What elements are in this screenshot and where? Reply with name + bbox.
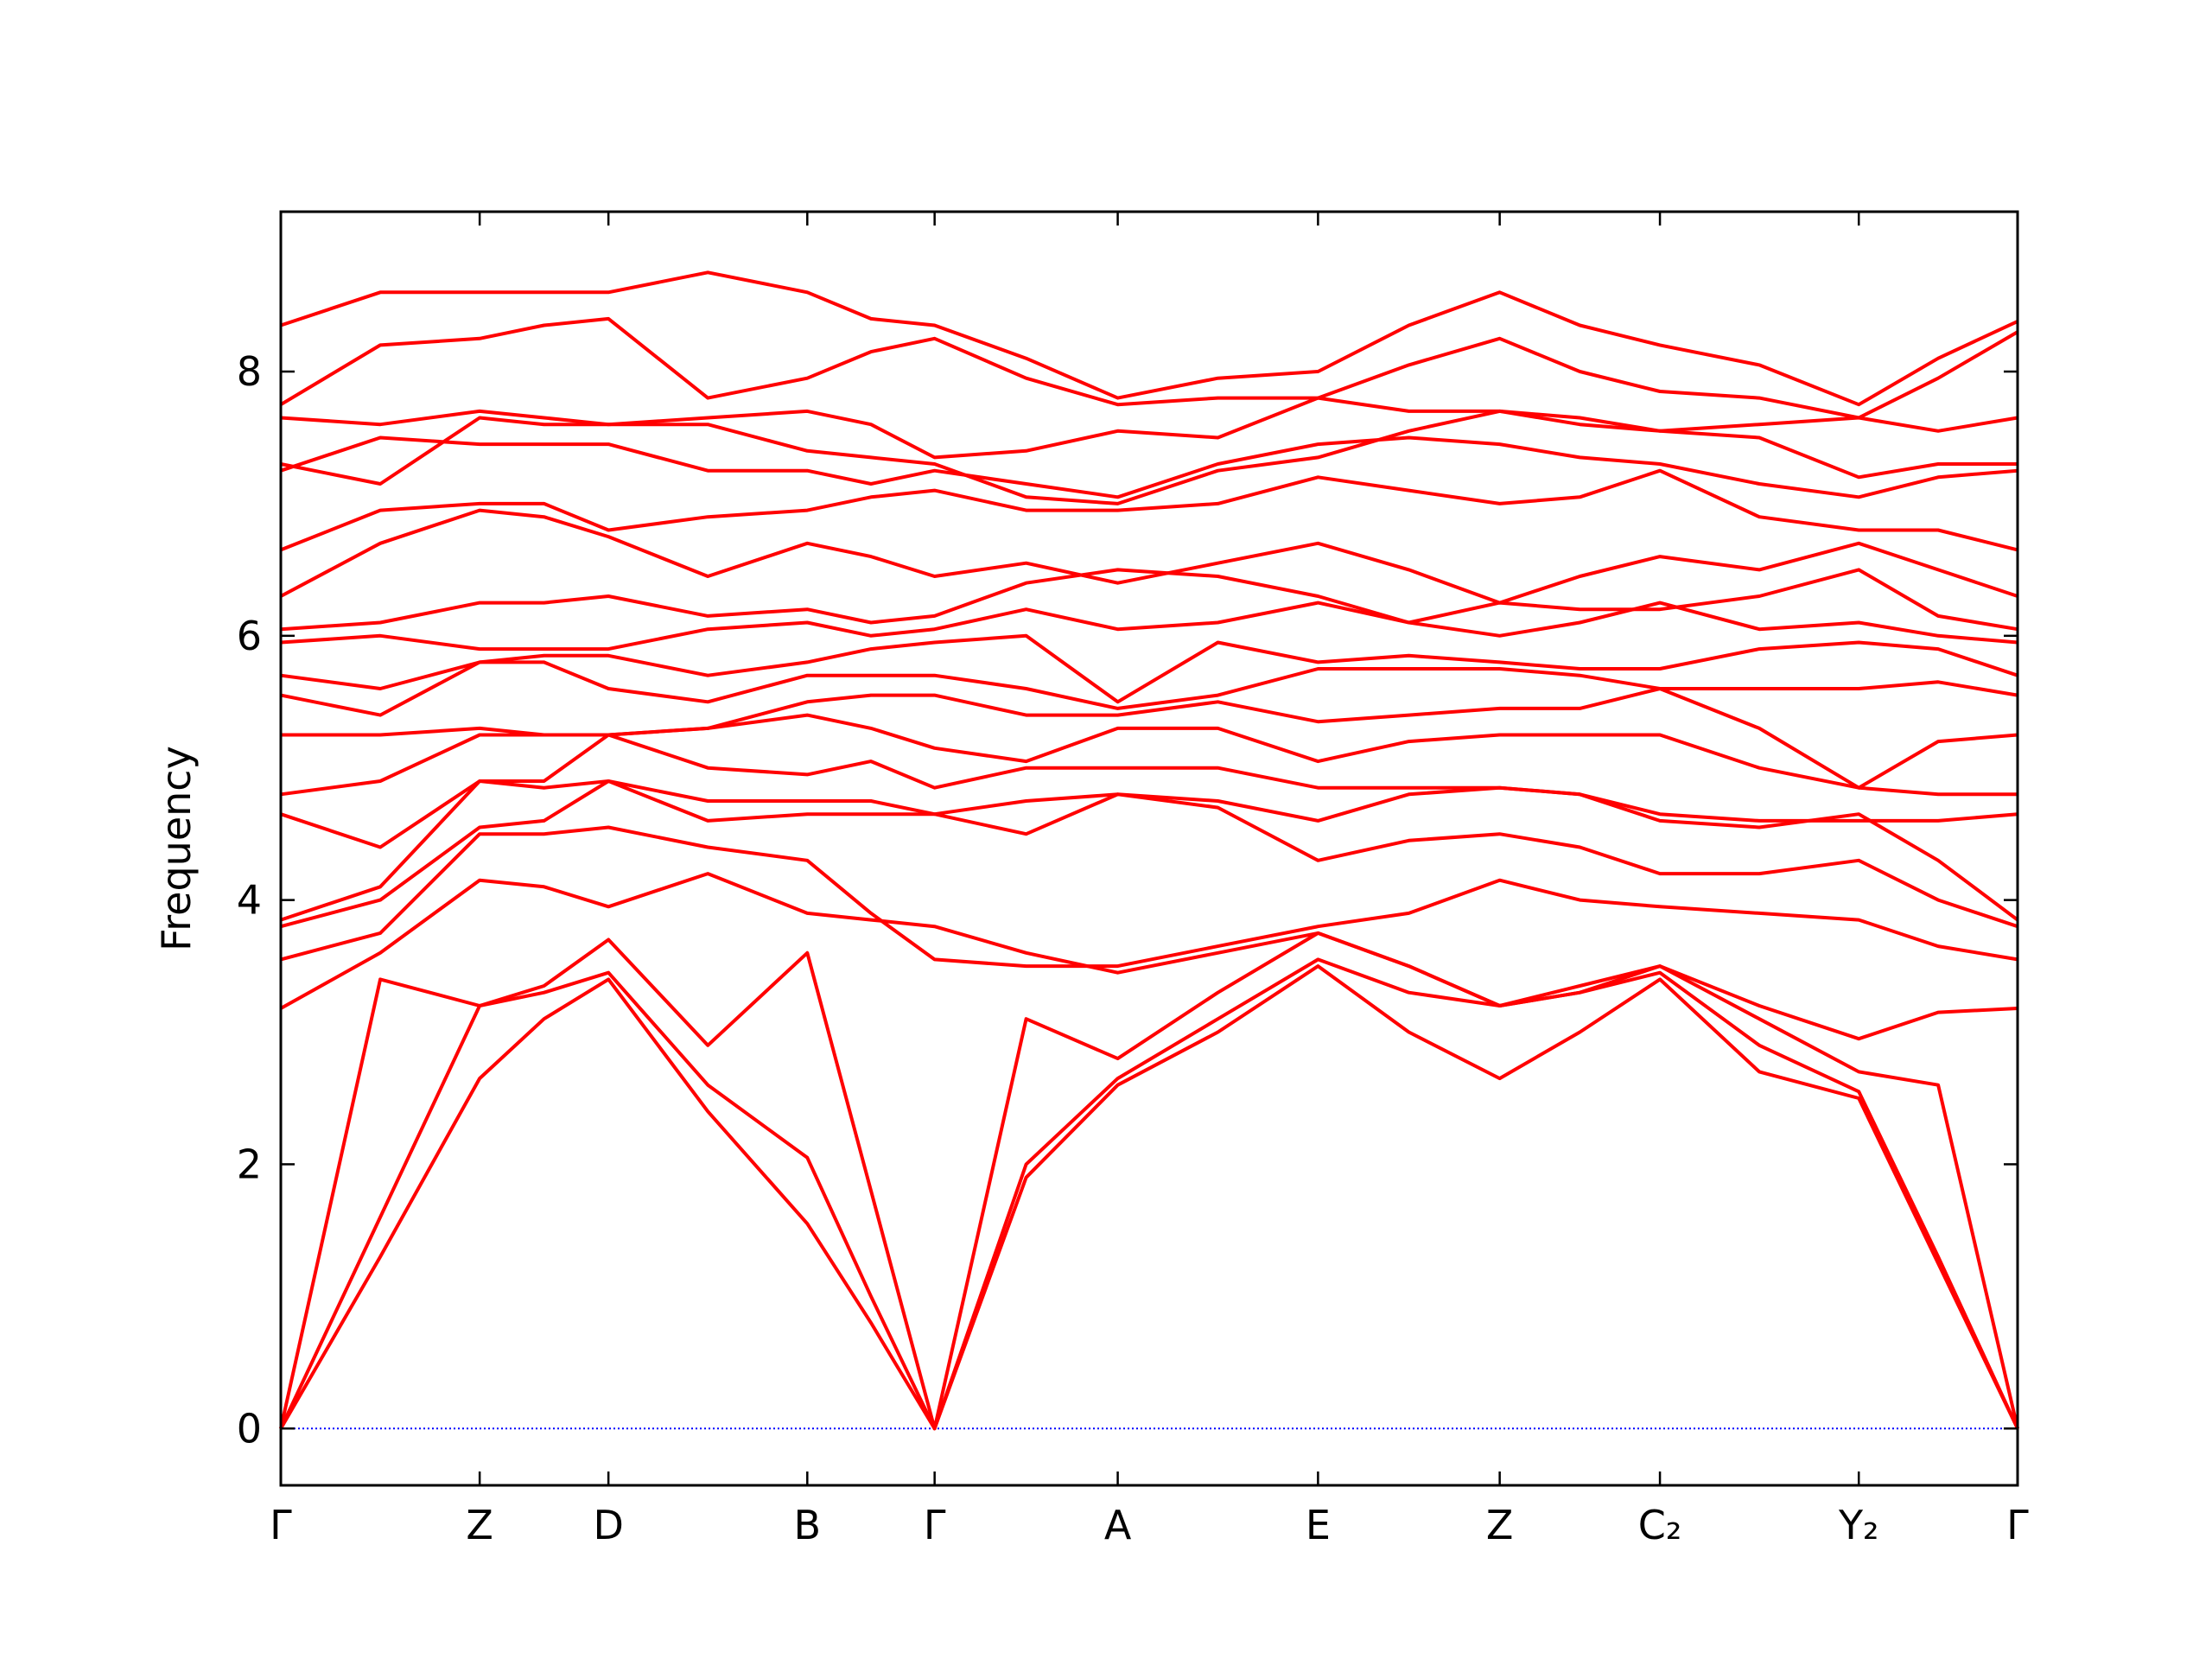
y-axis-label: Frequency — [153, 746, 200, 951]
band-line — [279, 316, 2019, 420]
x-tick-label: Y₂ — [1838, 1502, 1879, 1548]
y-tick-label: 8 — [237, 348, 262, 395]
y-tick-label: 6 — [237, 613, 262, 659]
band-line — [280, 779, 2018, 929]
band-line — [281, 687, 2018, 790]
x-tick-label: C₂ — [1638, 1502, 1682, 1548]
band-line — [280, 825, 2018, 969]
band-line — [280, 409, 2018, 505]
band-line — [280, 733, 2018, 849]
plot-frame — [279, 210, 2019, 1487]
x-tick-label: Z — [466, 1502, 493, 1548]
x-tick-label: B — [794, 1502, 822, 1548]
band-line — [280, 508, 2018, 605]
x-tick-label: Z — [1486, 1502, 1514, 1548]
band-line — [280, 396, 2018, 460]
band-line — [280, 779, 2019, 922]
band-line — [279, 964, 2019, 1431]
x-tick-label: Γ — [270, 1502, 292, 1548]
x-tick-label: D — [593, 1502, 623, 1548]
x-tick-label: Γ — [924, 1502, 946, 1548]
y-tick-label: 0 — [237, 1405, 262, 1452]
band-line — [280, 435, 2018, 499]
y-tick-label: 4 — [237, 877, 262, 924]
band-line — [280, 270, 2018, 407]
band-line — [280, 633, 2018, 704]
band-line — [279, 931, 2019, 1431]
band-line — [280, 468, 2018, 552]
x-tick-label: Γ — [2006, 1502, 2029, 1548]
band-line — [280, 568, 2018, 632]
x-tick-label: E — [1306, 1502, 1331, 1548]
band-line — [280, 872, 2018, 1041]
band-line — [279, 957, 2019, 1431]
x-tick-label: A — [1104, 1502, 1132, 1548]
band-line — [280, 660, 2018, 717]
band-line — [280, 601, 2018, 652]
y-tick-label: 2 — [237, 1141, 262, 1187]
